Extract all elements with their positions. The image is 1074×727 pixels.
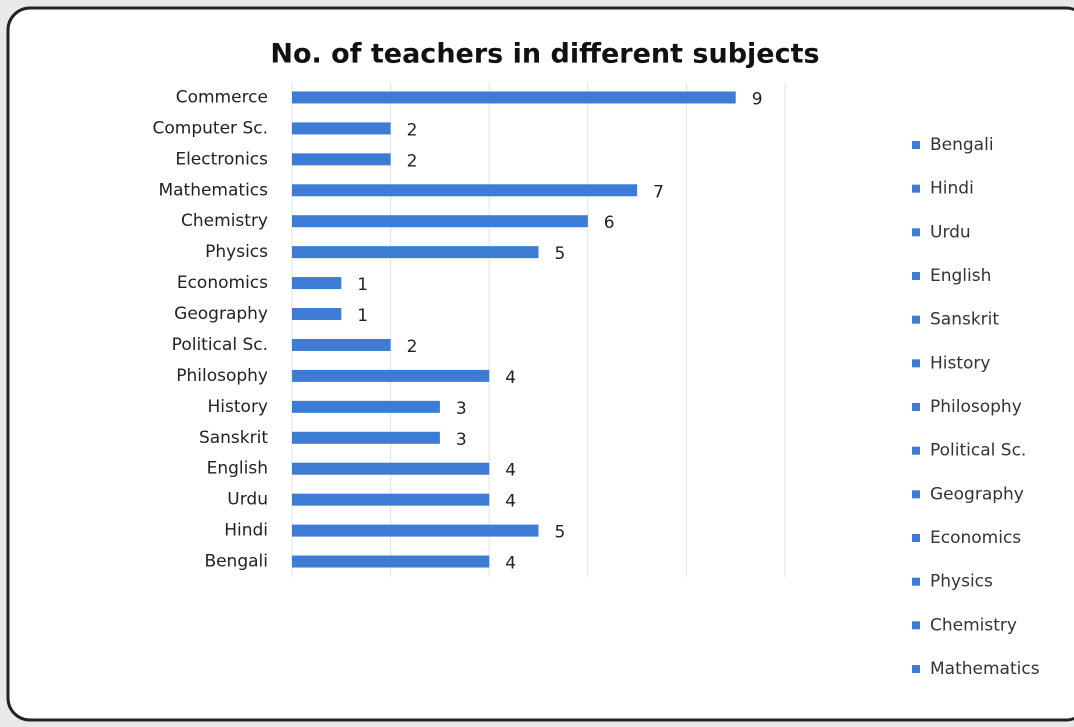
data-label: 4 [505,368,516,388]
bar [292,369,490,382]
data-label: 2 [407,151,418,171]
legend-swatch [912,141,920,149]
y-tick-label: Electronics [175,149,268,169]
legend-swatch [912,359,920,368]
data-label: 5 [555,244,566,264]
y-tick-label: History [208,397,268,417]
y-tick-label: Urdu [227,490,268,510]
bar [292,524,539,537]
legend-label: Bengali [930,135,994,155]
data-label: 3 [456,399,467,419]
legend-swatch [912,228,920,237]
bar [292,462,490,475]
legend-label: English [930,266,991,286]
legend-label: Economics [930,528,1021,548]
y-tick-label: Hindi [224,521,268,541]
bar [292,277,342,290]
bar [292,184,638,197]
y-tick-label: Bengali [204,552,268,572]
legend-swatch [912,272,920,280]
legend-swatch [912,534,920,542]
legend-label: Philosophy [930,397,1022,417]
y-tick-label: Geography [174,304,268,324]
legend-swatch [912,490,920,499]
y-tick-label: Economics [177,273,268,293]
y-tick-label: English [207,459,268,479]
chart-frame [6,6,1074,722]
bar [292,431,440,444]
legend-swatch [912,315,920,324]
bar [292,91,736,104]
data-label: 9 [752,89,763,109]
data-label: 1 [357,306,368,326]
bar [292,493,490,506]
data-label: 7 [653,182,664,202]
bar [292,122,391,135]
y-tick-label: Sanskrit [199,428,268,448]
legend-swatch [912,403,920,411]
data-label: 6 [604,213,615,233]
legend-swatch [912,665,920,673]
legend-swatch [912,446,920,455]
data-label: 5 [555,523,566,543]
y-tick-label: Commerce [176,87,268,107]
chart-title: No. of teachers in different subjects [270,39,819,70]
data-label: 2 [407,337,418,357]
data-label: 2 [407,120,418,140]
legend-label: Geography [930,484,1024,504]
legend-swatch [912,184,920,193]
bar [292,338,391,351]
y-tick-label: Political Sc. [172,335,268,355]
bar [292,308,342,321]
data-label: 1 [357,275,368,295]
bar [292,153,391,166]
y-tick-label: Physics [205,242,268,262]
legend-label: Hindi [930,179,974,199]
bar [292,246,539,259]
data-label: 4 [505,554,516,574]
y-tick-label: Computer Sc. [153,118,268,138]
legend-label: Sanskrit [930,310,999,330]
bar [292,215,588,228]
y-tick-label: Mathematics [158,180,268,200]
legend-label: Physics [930,572,993,592]
legend-label: History [930,353,990,373]
bar [292,555,490,568]
legend-label: Political Sc. [930,441,1026,461]
legend-swatch [912,577,920,586]
legend-swatch [912,621,920,630]
legend-label: Urdu [930,222,971,242]
legend-label: Mathematics [930,659,1040,679]
data-label: 3 [456,430,467,450]
data-label: 4 [505,461,516,481]
legend-label: Chemistry [930,615,1017,635]
y-tick-label: Chemistry [181,211,268,231]
bar [292,400,440,413]
y-tick-label: Philosophy [176,366,268,386]
data-label: 4 [505,492,516,512]
